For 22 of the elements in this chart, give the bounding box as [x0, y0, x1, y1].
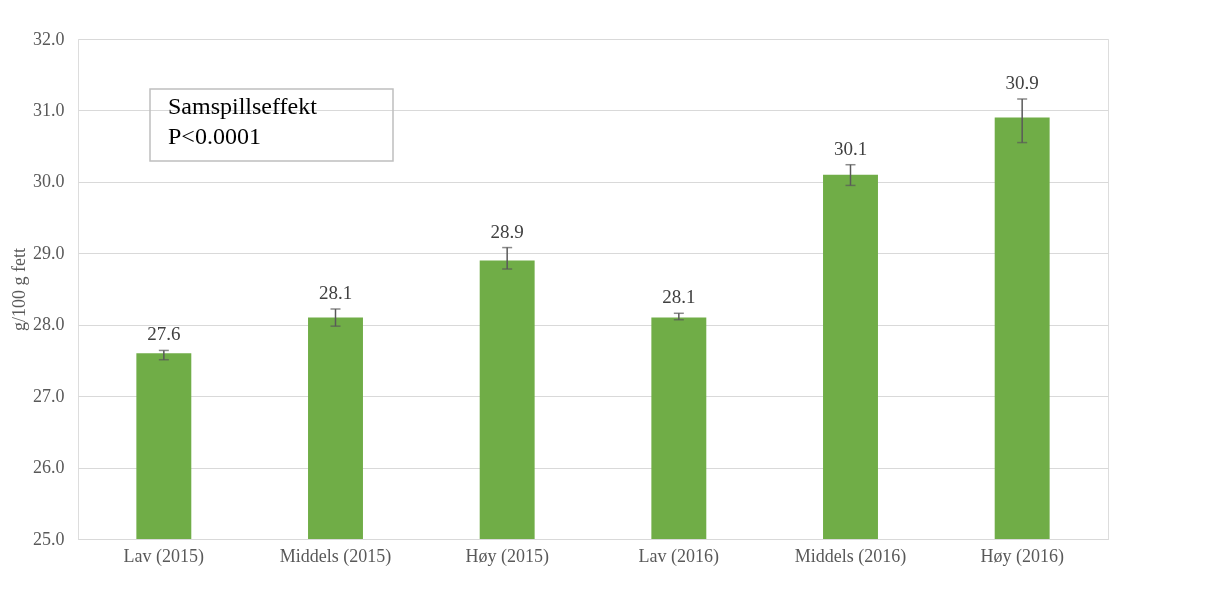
annotation: Samspillseffekt P<0.0001 — [168, 93, 318, 149]
x-tick-label: Høy (2015) — [465, 545, 549, 567]
x-tick-label: Middels (2016) — [794, 545, 907, 567]
y-tick-label: 30.0 — [33, 171, 65, 192]
y-tick-label: 31.0 — [33, 99, 65, 120]
data-label: 28.9 — [490, 220, 524, 242]
y-tick-label: 27.0 — [33, 385, 65, 406]
x-tick-label: Høy (2016) — [980, 545, 1064, 567]
data-label: 30.9 — [1005, 72, 1039, 93]
y-tick-label: 32.0 — [33, 28, 65, 49]
data-label: 30.1 — [833, 137, 868, 159]
y-axis-title: g/100 g fett — [9, 248, 29, 331]
data-label: 28.1 — [318, 282, 353, 303]
y-tick-label: 26.0 — [33, 457, 65, 478]
y-tick-label: 28.0 — [33, 314, 65, 335]
x-tick-label: Lav (2015) — [123, 545, 205, 567]
x-tick-label: Lav (2016) — [638, 545, 720, 567]
y-tick-label: 29.0 — [33, 242, 65, 263]
y-tick-label: 25.0 — [33, 528, 65, 549]
data-label: 28.1 — [662, 286, 696, 308]
data-label: 27.6 — [147, 323, 181, 345]
x-tick-label: Middels (2015) — [279, 545, 392, 567]
